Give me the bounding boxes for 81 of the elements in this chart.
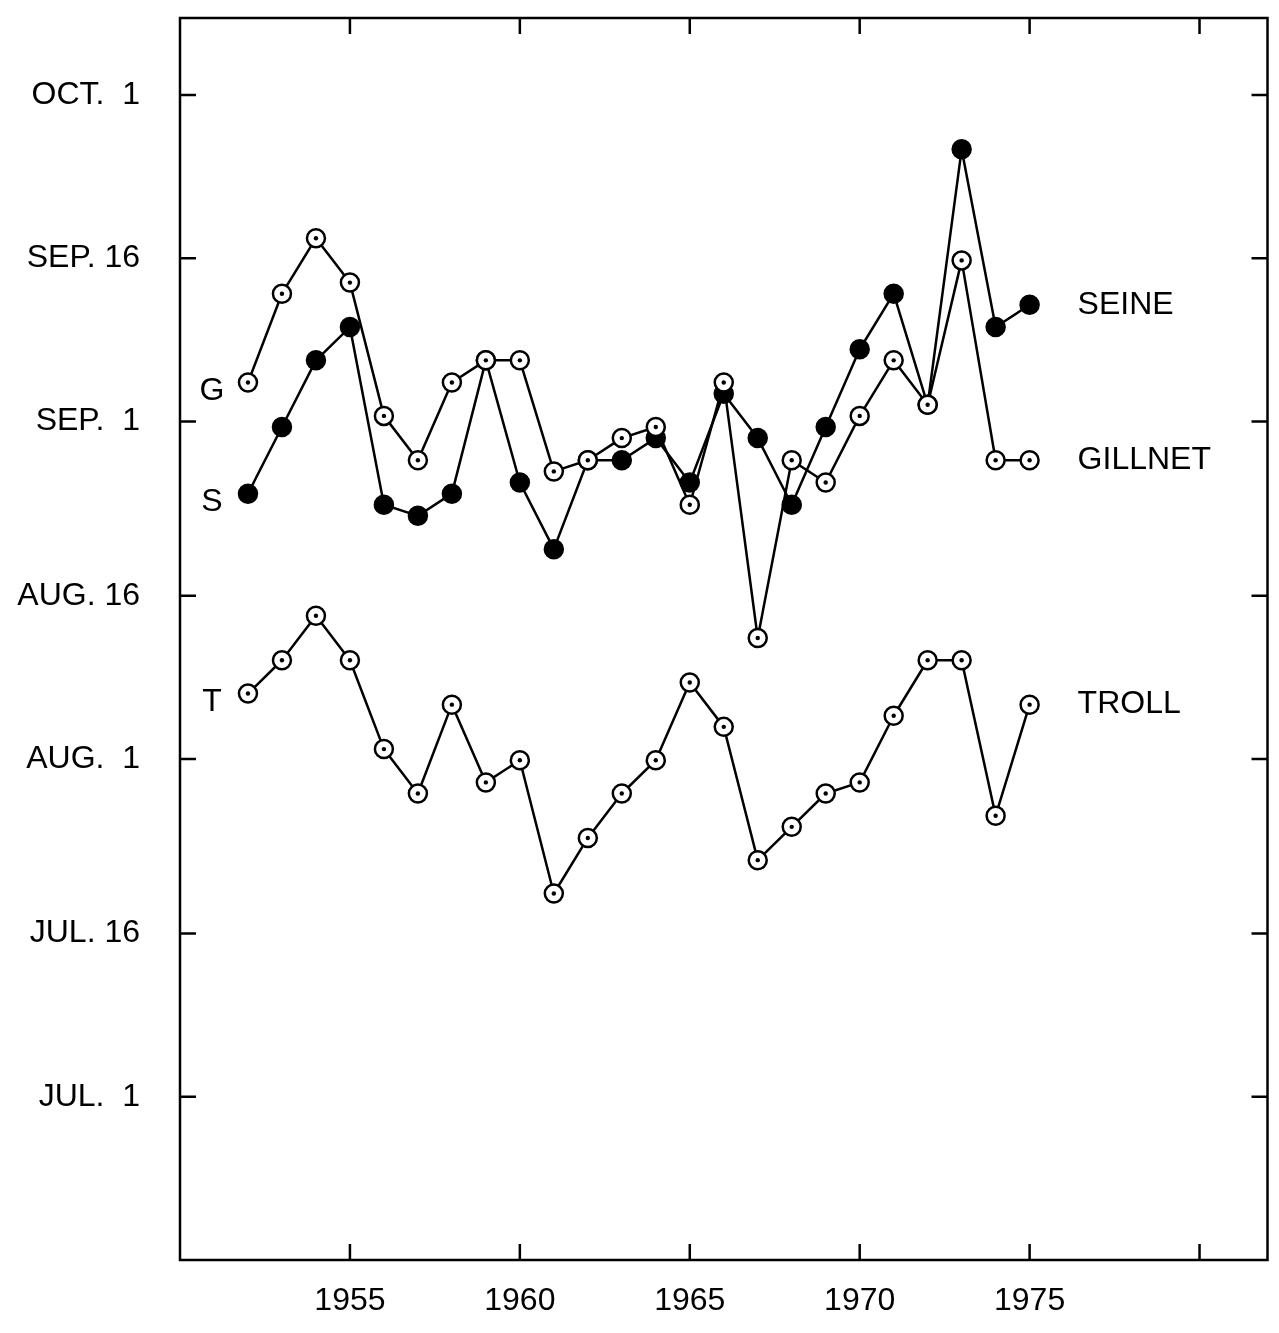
point	[305, 227, 327, 249]
point	[883, 283, 904, 304]
point	[237, 372, 259, 393]
point	[679, 494, 701, 515]
annotation: T	[202, 682, 222, 719]
point	[339, 316, 361, 338]
point	[441, 372, 463, 393]
point	[305, 350, 327, 371]
point	[305, 605, 327, 627]
point	[611, 783, 633, 804]
point	[543, 461, 565, 482]
point	[951, 250, 972, 271]
point	[781, 816, 802, 838]
point	[339, 649, 361, 671]
annotation: G	[199, 371, 225, 408]
point	[543, 538, 565, 560]
point	[815, 472, 836, 493]
point	[441, 694, 463, 715]
ref-line-label: AUG. 16	[17, 575, 140, 612]
point	[271, 649, 293, 671]
point	[747, 849, 768, 871]
point	[509, 350, 531, 371]
point	[1019, 450, 1040, 471]
point	[509, 472, 531, 493]
point	[747, 627, 768, 649]
point	[849, 405, 870, 427]
x-tick-label: 1970	[824, 1281, 896, 1318]
ref-line-label: JUL. 1	[38, 1076, 140, 1113]
point	[1019, 294, 1040, 316]
point	[373, 405, 395, 427]
point	[645, 416, 667, 438]
point	[917, 649, 938, 671]
series-label: SEINE	[1077, 284, 1174, 321]
x-tick-label: 1965	[654, 1281, 726, 1318]
point	[407, 450, 429, 471]
series-label: GILLNET	[1077, 440, 1211, 477]
point	[237, 683, 259, 704]
point	[645, 749, 667, 771]
ref-line-label: SEP. 16	[26, 237, 140, 274]
point	[747, 427, 768, 449]
point	[611, 427, 633, 449]
point	[543, 883, 565, 904]
point	[441, 483, 463, 504]
point	[883, 705, 904, 727]
point	[475, 772, 497, 793]
point	[339, 272, 361, 293]
point	[1019, 694, 1040, 715]
point	[985, 316, 1006, 338]
point	[849, 338, 870, 360]
ref-line-label: AUG. 1	[26, 738, 140, 775]
ref-line-label: JUL. 16	[29, 913, 140, 950]
point	[951, 139, 972, 160]
point	[577, 827, 599, 849]
point	[237, 483, 259, 504]
point	[407, 783, 429, 804]
point	[509, 749, 531, 771]
ref-line-label: OCT. 1	[31, 74, 140, 111]
point	[713, 716, 734, 738]
series-label: TROLL	[1077, 684, 1181, 721]
point	[815, 416, 836, 438]
point	[271, 283, 293, 304]
point	[849, 772, 870, 793]
point	[781, 494, 802, 515]
point	[815, 783, 836, 804]
point	[679, 672, 701, 693]
point	[883, 350, 904, 371]
point	[271, 416, 293, 438]
point	[985, 805, 1006, 826]
point	[373, 738, 395, 760]
annotation: S	[201, 482, 223, 519]
x-tick-label: 1960	[484, 1281, 556, 1318]
ref-line-label: SEP. 1	[35, 401, 140, 438]
point	[373, 494, 395, 515]
point	[611, 450, 633, 471]
x-tick-label: 1975	[994, 1281, 1066, 1318]
point	[985, 450, 1006, 471]
point	[951, 649, 972, 671]
point	[713, 372, 734, 393]
point	[407, 505, 429, 527]
x-tick-label: 1955	[314, 1281, 386, 1318]
point	[781, 450, 802, 471]
